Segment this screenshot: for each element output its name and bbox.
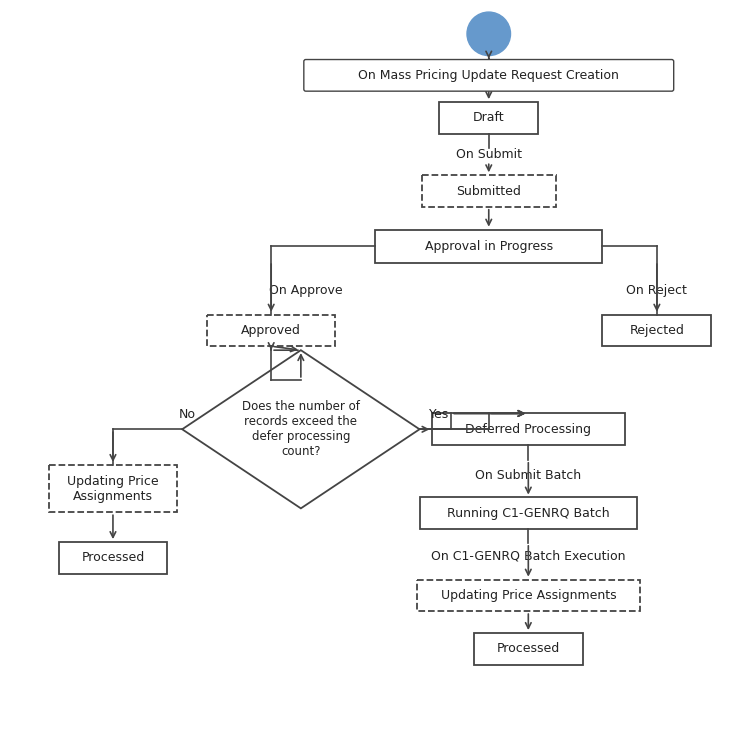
Bar	[59, 542, 168, 574]
Text: Updating Price Assignments: Updating Price Assignments	[440, 589, 616, 602]
Bar	[417, 580, 639, 611]
Bar	[207, 315, 335, 346]
Bar	[439, 102, 538, 134]
Bar	[420, 498, 637, 529]
Circle shape	[467, 12, 510, 56]
Text: Processed: Processed	[497, 642, 560, 655]
Text: Submitted: Submitted	[456, 184, 521, 198]
Text: Does the number of
records exceed the
defer processing
count?: Does the number of records exceed the de…	[242, 400, 360, 458]
Text: Updating Price
Assignments: Updating Price Assignments	[67, 474, 159, 503]
Text: On Reject: On Reject	[627, 284, 687, 297]
FancyBboxPatch shape	[304, 59, 673, 92]
Bar	[48, 465, 177, 512]
Text: On Mass Pricing Update Request Creation: On Mass Pricing Update Request Creation	[359, 69, 619, 82]
Bar	[432, 414, 624, 445]
Polygon shape	[182, 350, 420, 508]
Text: On C1-GENRQ Batch Execution: On C1-GENRQ Batch Execution	[431, 549, 626, 562]
Text: Approved: Approved	[242, 324, 301, 337]
Text: Yes: Yes	[429, 408, 449, 421]
Text: Approval in Progress: Approval in Progress	[425, 240, 553, 253]
Text: Running C1-GENRQ Batch: Running C1-GENRQ Batch	[447, 507, 609, 520]
Text: Deferred Processing: Deferred Processing	[465, 423, 591, 436]
Bar	[602, 315, 711, 346]
Bar	[422, 175, 556, 207]
Bar	[375, 230, 602, 264]
Bar	[474, 633, 583, 665]
Text: On Approve: On Approve	[269, 284, 343, 297]
Text: On Submit Batch: On Submit Batch	[475, 469, 581, 482]
Text: No: No	[179, 408, 196, 421]
Text: Rejected: Rejected	[630, 324, 684, 337]
Text: Processed: Processed	[82, 551, 144, 564]
Text: Draft: Draft	[473, 111, 504, 124]
Text: On Submit: On Submit	[456, 148, 522, 161]
